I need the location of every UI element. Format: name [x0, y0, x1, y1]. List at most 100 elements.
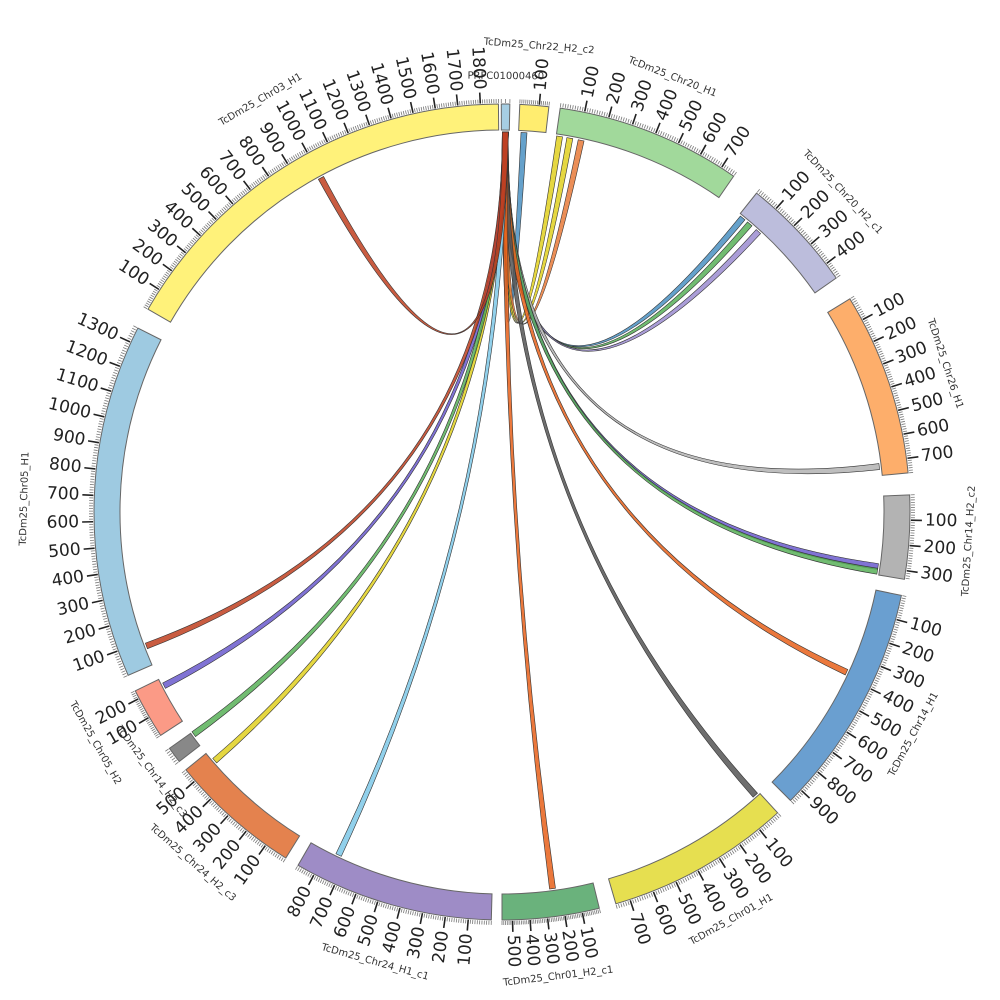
minor-tick [835, 748, 840, 752]
minor-tick [869, 330, 874, 333]
minor-tick [151, 728, 156, 732]
minor-tick [684, 877, 688, 882]
major-tick [219, 815, 229, 825]
minor-tick [888, 378, 893, 381]
minor-tick [870, 332, 875, 336]
minor-tick [205, 797, 210, 801]
minor-tick [154, 288, 158, 292]
minor-tick [258, 177, 262, 182]
minor-tick [751, 835, 755, 840]
minor-tick [422, 106, 425, 111]
minor-tick [880, 355, 885, 358]
link-ribbon-16 [162, 131, 509, 689]
major-tick [891, 382, 903, 388]
minor-tick [334, 885, 338, 890]
segment-arc-TcDm25_Chr14_H2_c3 [168, 732, 201, 763]
minor-tick [398, 112, 401, 117]
minor-tick [185, 246, 189, 250]
major-tick [373, 901, 379, 913]
minor-tick [217, 808, 222, 813]
minor-tick [899, 416, 904, 418]
minor-tick [99, 420, 104, 423]
minor-tick [100, 607, 105, 610]
minor-tick [249, 184, 253, 189]
minor-tick [708, 864, 712, 869]
minor-tick [337, 132, 341, 137]
segment-arc-TcDm25_Chr26_H1 [827, 298, 909, 476]
minor-tick [224, 205, 229, 209]
major-tick [128, 698, 139, 705]
minor-tick [774, 816, 778, 821]
minor-tick [850, 725, 855, 729]
minor-tick [101, 612, 106, 615]
minor-tick [307, 872, 310, 877]
minor-tick [380, 902, 383, 907]
minor-tick [794, 797, 798, 801]
minor-tick [887, 647, 892, 650]
minor-tick [892, 633, 897, 636]
tick-label: 100 [907, 614, 944, 642]
minor-tick [881, 357, 886, 360]
minor-tick [416, 107, 418, 112]
minor-tick [264, 846, 268, 851]
minor-tick [905, 447, 911, 449]
minor-tick [205, 224, 209, 228]
minor-tick [743, 841, 747, 846]
major-tick [281, 153, 289, 165]
minor-tick [121, 670, 126, 673]
minor-tick [403, 909, 405, 914]
major-tick [83, 547, 95, 550]
minor-tick [890, 640, 895, 643]
minor-tick [867, 326, 872, 329]
minor-tick [643, 895, 647, 900]
minor-tick [900, 418, 905, 421]
minor-tick [317, 878, 321, 882]
minor-tick [765, 824, 769, 829]
minor-tick [281, 162, 285, 167]
minor-tick [96, 587, 101, 589]
minor-tick [591, 109, 594, 114]
minor-tick [625, 118, 628, 123]
minor-tick [693, 147, 697, 152]
minor-tick [555, 917, 558, 922]
segment-TcDm25_Chr05_H1: 1002003004005006007008009001000110012001… [18, 309, 162, 678]
minor-tick [93, 449, 98, 451]
minor-tick [142, 713, 147, 717]
minor-tick [447, 102, 450, 107]
minor-tick [906, 572, 911, 575]
minor-tick [309, 873, 313, 878]
minor-tick [557, 917, 560, 922]
minor-tick [893, 392, 898, 395]
minor-tick [892, 387, 897, 390]
minor-tick [779, 208, 783, 213]
minor-tick [899, 607, 904, 610]
minor-tick [96, 431, 101, 433]
minor-tick [733, 171, 737, 176]
minor-tick [901, 425, 907, 428]
minor-tick [120, 668, 125, 671]
minor-tick [615, 115, 618, 120]
minor-tick [758, 190, 762, 195]
minor-tick [568, 915, 570, 920]
minor-tick [825, 762, 829, 766]
minor-tick [367, 898, 370, 903]
minor-tick [811, 779, 815, 783]
minor-tick [336, 886, 340, 891]
minor-tick [315, 143, 318, 148]
minor-tick [901, 423, 906, 425]
minor-tick [200, 229, 204, 233]
minor-tick [443, 103, 445, 108]
minor-tick [821, 254, 826, 258]
minor-tick [354, 125, 357, 130]
minor-tick [152, 290, 157, 294]
minor-tick [784, 213, 789, 218]
minor-tick [145, 302, 150, 306]
major-tick [442, 916, 447, 929]
minor-tick [445, 102, 447, 107]
minor-tick [905, 577, 910, 580]
minor-tick [762, 193, 766, 198]
major-tick [629, 900, 635, 912]
minor-tick [876, 346, 881, 349]
minor-tick [260, 843, 264, 848]
tick-label: 800 [48, 454, 82, 477]
